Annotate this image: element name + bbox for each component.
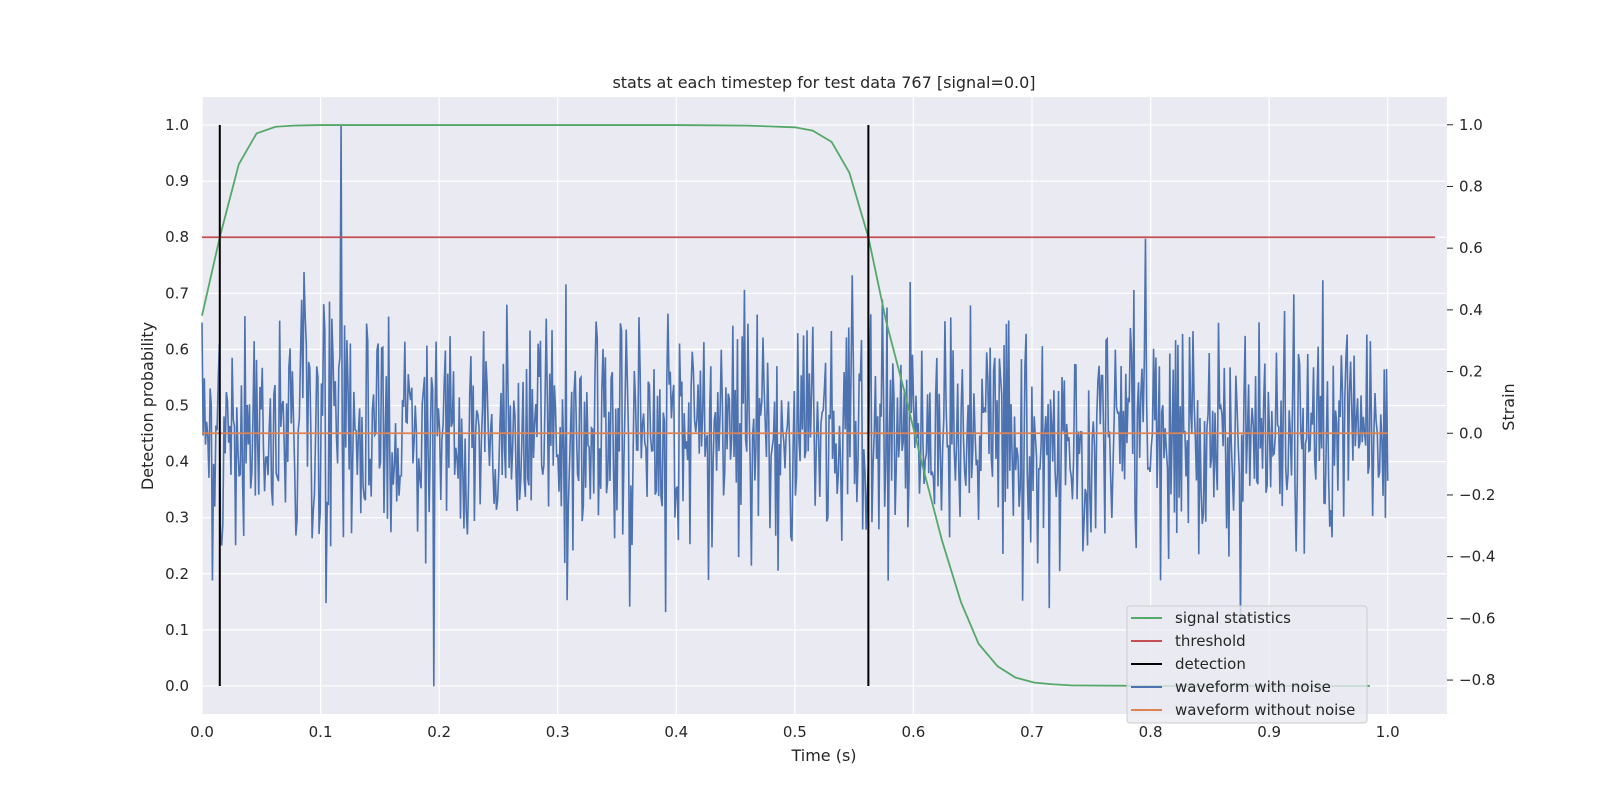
y-tick-label: 0.0: [165, 677, 189, 695]
y2-tick-label: 0.8: [1459, 177, 1483, 195]
y2-tick-label: −0.2: [1459, 486, 1495, 504]
y-tick-label: 0.8: [165, 228, 189, 246]
x-tick-label: 0.7: [1020, 723, 1044, 741]
y-tick-label: 0.7: [165, 284, 189, 302]
x-tick-label: 1.0: [1376, 723, 1400, 741]
legend-label-waveform-with-noise: waveform with noise: [1175, 678, 1331, 696]
x-tick-label: 0.2: [427, 723, 451, 741]
legend-box: [1126, 605, 1368, 724]
y-tick-label: 0.5: [165, 397, 189, 415]
x-tick-label: 0.1: [309, 723, 333, 741]
legend-label-signal-statistics: signal statistics: [1175, 609, 1291, 627]
series-waveform-with-noise: [201, 124, 1389, 687]
y-tick-label: 0.4: [165, 453, 189, 471]
legend-label-threshold: threshold: [1175, 632, 1246, 650]
ticks: 0.0 0.1 0.2 0.3 0.4 0.5 0.6 0.7 0.8 0.9 1.0 0.0 0.1 0…: [165, 116, 1495, 741]
y2-tick-label: −0.4: [1459, 548, 1495, 566]
legend: signal statistics threshold detection wa…: [1126, 605, 1368, 724]
series-signal-statistics: [201, 124, 1370, 687]
x-axis-label: Time (s): [790, 746, 856, 765]
x-tick-label: 0.6: [901, 723, 925, 741]
legend-label-waveform-without-noise: waveform without noise: [1175, 701, 1355, 719]
chart-title: stats at each timestep for test data 767…: [612, 73, 1035, 92]
y2-tick-label: 0.0: [1459, 424, 1483, 442]
y2-tick-label: 0.4: [1459, 301, 1483, 319]
y2-tick-label: 1.0: [1459, 116, 1483, 134]
y2-axis-label: Strain: [1499, 383, 1518, 430]
y-tick-label: 0.6: [165, 340, 189, 358]
x-tick-label: 0.5: [783, 723, 807, 741]
y-tick-label: 0.9: [165, 172, 189, 190]
x-tick-label: 0.3: [546, 723, 570, 741]
y2-tick-label: 0.2: [1459, 363, 1483, 381]
y-tick-label: 0.3: [165, 509, 189, 527]
y-tick-label: 0.1: [165, 621, 189, 639]
y2-tick-label: −0.6: [1459, 609, 1495, 627]
series-layer: [201, 124, 1436, 687]
legend-label-detection: detection: [1175, 655, 1246, 673]
x-tick-label: 0.0: [190, 723, 214, 741]
x-tick-label: 0.9: [1257, 723, 1281, 741]
y2-tick-label: 0.6: [1459, 239, 1483, 257]
y-tick-label: 0.2: [165, 565, 189, 583]
x-tick-label: 0.8: [1139, 723, 1163, 741]
y-tick-label: 1.0: [165, 116, 189, 134]
y-axis-label: Detection probability: [138, 322, 157, 490]
x-tick-label: 0.4: [664, 723, 688, 741]
y2-tick-label: −0.8: [1459, 671, 1495, 689]
